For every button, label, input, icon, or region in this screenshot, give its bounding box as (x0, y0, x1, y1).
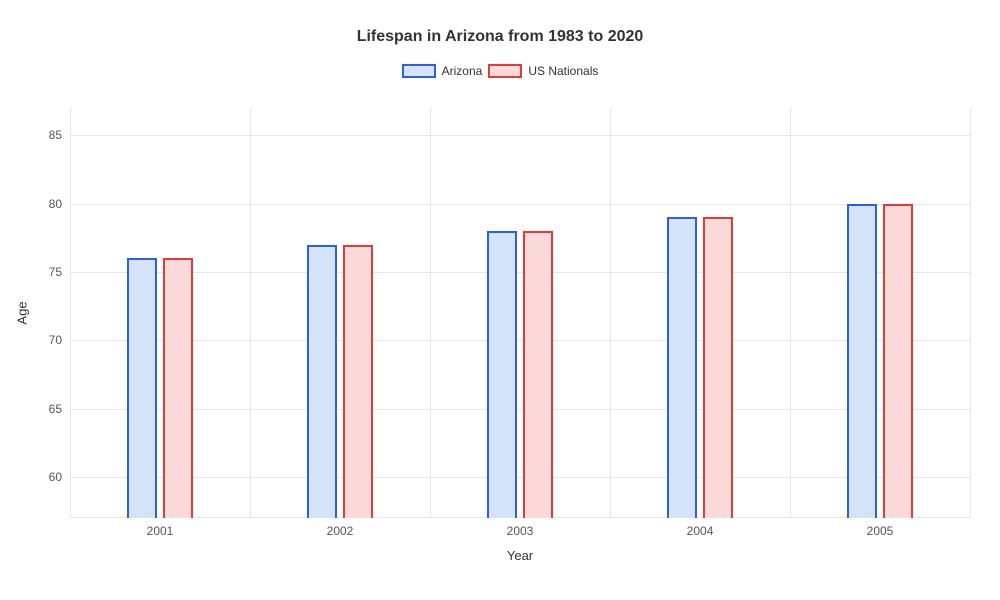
gridline-vertical (790, 108, 791, 518)
x-tick-label: 2001 (147, 524, 174, 538)
y-tick-label: 70 (49, 333, 62, 347)
bar (847, 204, 877, 518)
bar (127, 258, 157, 518)
bar (703, 217, 733, 518)
plot-area: 60657075808520012002200320042005 Age Yea… (70, 108, 970, 518)
chart-title: Lifespan in Arizona from 1983 to 2020 (0, 0, 1000, 46)
bar (343, 245, 373, 518)
legend-item: Arizona (402, 64, 483, 78)
gridline-horizontal (70, 477, 970, 478)
bar (487, 231, 517, 518)
legend-item: US Nationals (488, 64, 598, 78)
x-axis-label: Year (507, 548, 533, 563)
y-tick-label: 85 (49, 128, 62, 142)
x-tick-label: 2002 (327, 524, 354, 538)
bar (667, 217, 697, 518)
legend-swatch (488, 64, 522, 78)
x-tick-label: 2004 (687, 524, 714, 538)
gridline-vertical (970, 108, 971, 518)
y-tick-label: 75 (49, 265, 62, 279)
gridline-horizontal (70, 135, 970, 136)
bar (307, 245, 337, 518)
gridline-horizontal (70, 409, 970, 410)
y-tick-label: 60 (49, 470, 62, 484)
baseline (70, 517, 970, 518)
gridline-vertical (250, 108, 251, 518)
gridline-vertical (430, 108, 431, 518)
x-tick-label: 2003 (507, 524, 534, 538)
y-tick-label: 80 (49, 197, 62, 211)
bar (163, 258, 193, 518)
gridline-vertical (70, 108, 71, 518)
x-tick-label: 2005 (867, 524, 894, 538)
gridline-vertical (610, 108, 611, 518)
legend-swatch (402, 64, 436, 78)
y-tick-label: 65 (49, 402, 62, 416)
gridline-horizontal (70, 204, 970, 205)
legend-label: US Nationals (528, 64, 598, 78)
gridline-horizontal (70, 340, 970, 341)
bar (883, 204, 913, 518)
gridline-horizontal (70, 272, 970, 273)
legend-label: Arizona (442, 64, 483, 78)
legend: Arizona US Nationals (0, 64, 1000, 78)
bar (523, 231, 553, 518)
y-axis-label: Age (15, 301, 30, 324)
